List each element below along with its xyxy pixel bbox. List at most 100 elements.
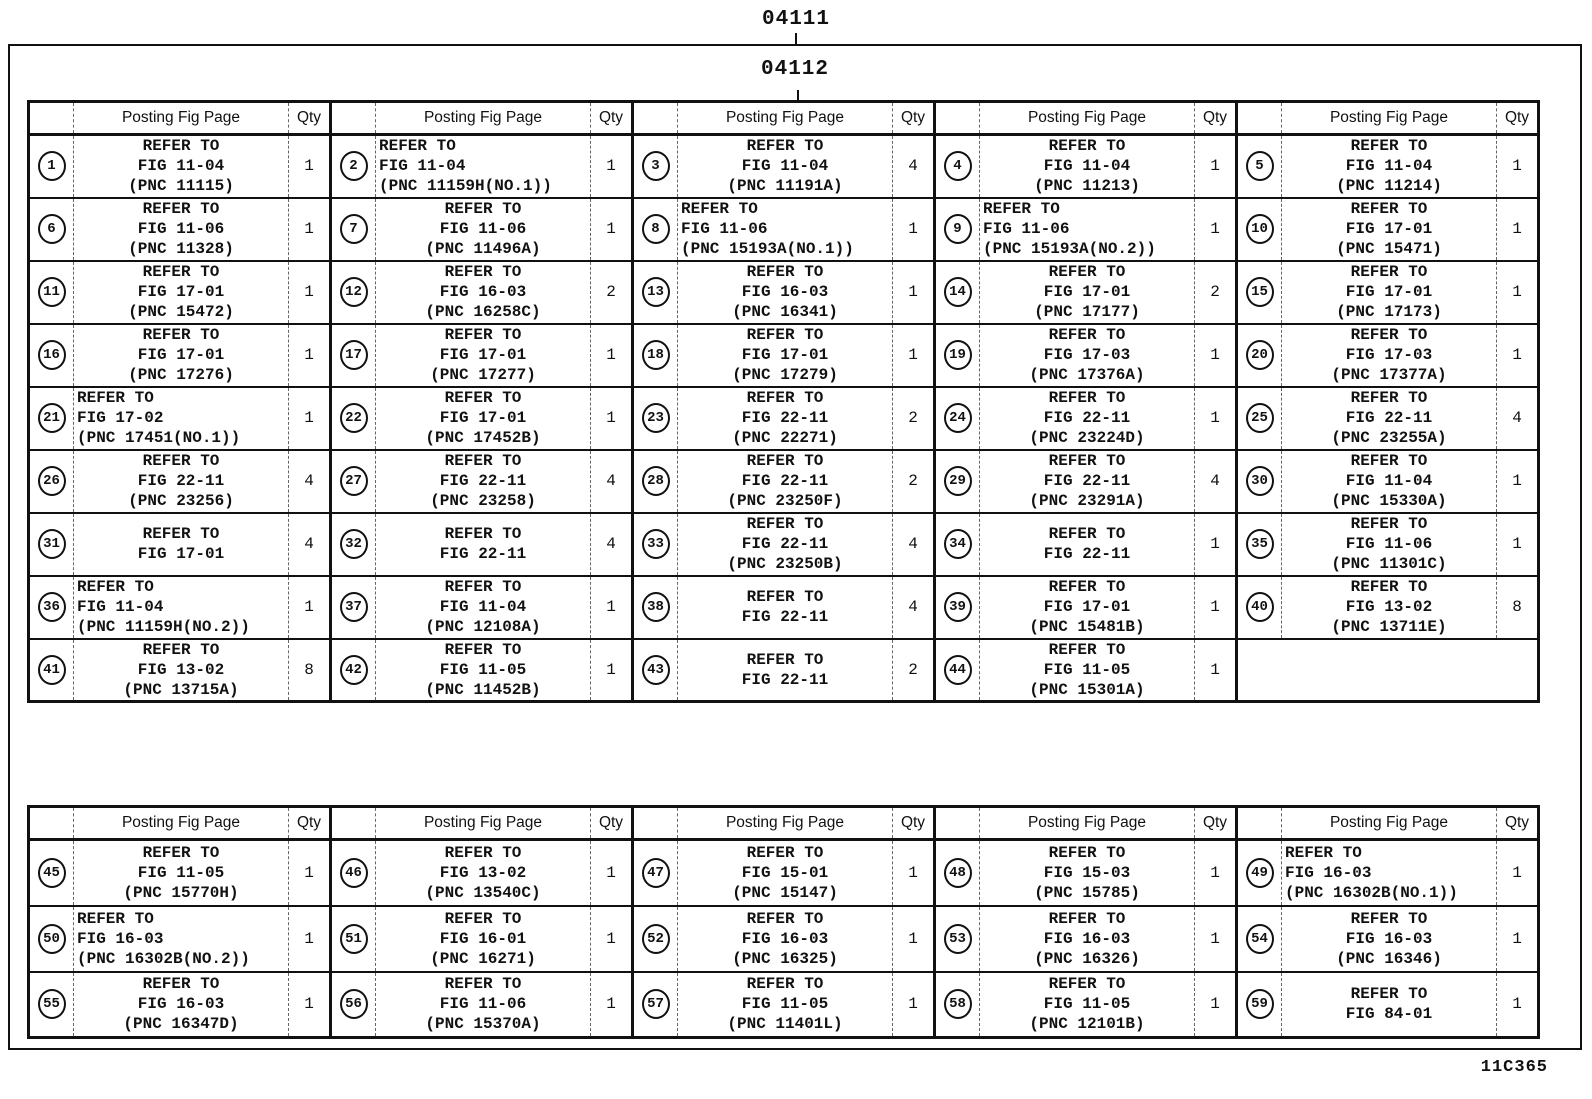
pnc-label: (PNC 17377A)	[1331, 366, 1447, 384]
fig-page-label: FIG 17-01	[1043, 598, 1131, 616]
refer-to-label: REFER TO	[77, 389, 154, 407]
item-number-cell: 16	[29, 324, 74, 387]
fig-ref-cell: REFER TO FIG 22-11	[375, 512, 591, 576]
fig-page-label: FIG 11-06	[137, 220, 225, 238]
fig-page-label: FIG 22-11	[439, 472, 527, 490]
item-number-badge: 6	[37, 214, 66, 244]
qty-cell: 1	[288, 971, 331, 1038]
item-number-cell: 11	[29, 261, 74, 324]
fig-page-label: FIG 11-04	[1345, 472, 1433, 490]
refer-to-label: REFER TO	[444, 452, 522, 470]
pnc-label: (PNC 15301A)	[1029, 680, 1145, 699]
fig-page-label: FIG 13-02	[137, 660, 225, 679]
pnc-label: (PNC 11328)	[128, 240, 234, 258]
item-number-cell: 17	[329, 323, 376, 387]
qty-cell: 1	[590, 575, 633, 639]
item-number-badge: 36	[37, 592, 66, 622]
item-number-cell: 22	[329, 386, 376, 450]
pnc-label: (PNC 17451(NO.1))	[77, 429, 241, 447]
fig-ref-cell: REFER TO FIG 22-11 (PNC 22271)	[677, 386, 893, 450]
qty-cell: 1	[1496, 839, 1539, 906]
fig-ref-cell: REFER TO FIG 11-04 (PNC 11159H(NO.1))	[375, 134, 591, 198]
qty-cell: 4	[1194, 449, 1237, 513]
item-number-cell: 41	[29, 639, 74, 702]
pnc-label: (PNC 16302B(NO.2))	[77, 949, 250, 968]
col-header-blank	[329, 101, 376, 135]
fig-page-label: FIG 17-01	[1345, 283, 1433, 301]
item-number-badge: 56	[339, 989, 368, 1020]
refer-to-label: REFER TO	[746, 843, 824, 862]
pnc-label: (PNC 23258)	[430, 492, 536, 510]
pnc-label: (PNC 13711E)	[1331, 618, 1447, 636]
fig-page-label: FIG 17-01	[137, 346, 225, 364]
refer-to-label: REFER TO	[379, 137, 456, 156]
qty-cell: 4	[892, 512, 935, 576]
col-header-posting-fig-page: Posting Fig Page	[375, 806, 591, 840]
col-header-posting-fig-page: Posting Fig Page	[979, 101, 1195, 135]
fig-page-label: FIG 15-03	[1043, 863, 1131, 882]
header-row: Posting Fig Page Qty Posting Fig Page Qty Po…	[28, 101, 1539, 135]
item-number-badge: 1	[37, 151, 66, 182]
item-number-cell: 40	[1235, 575, 1282, 639]
item-number-cell: 43	[631, 638, 678, 702]
fig-ref-cell	[1282, 639, 1497, 702]
pnc-label: (PNC 22271)	[732, 429, 838, 447]
pnc-label: (PNC 11214)	[1336, 177, 1442, 196]
item-number-cell: 49	[1235, 839, 1282, 906]
col-header-posting-fig-page: Posting Fig Page	[1281, 806, 1497, 840]
item-number-cell: 6	[29, 198, 74, 261]
item-number-cell: 4	[933, 134, 980, 198]
item-number-cell: 7	[329, 197, 376, 261]
fig-ref-cell: REFER TO FIG 16-03 (PNC 16346)	[1281, 905, 1497, 972]
item-number-badge: 19	[943, 340, 972, 370]
item-number-cell: 12	[329, 260, 376, 324]
qty-cell: 1	[1496, 323, 1539, 387]
qty-cell: 1	[590, 839, 633, 906]
refer-to-label: REFER TO	[444, 525, 522, 543]
item-number-badge: 21	[37, 403, 66, 433]
item-number-badge: 13	[641, 277, 670, 307]
item-number-badge: 40	[1245, 592, 1274, 622]
lower-parts-table-container: Posting Fig Page Qty Posting Fig Page Qty Po…	[27, 805, 1540, 1039]
table-row: 31 REFER TO FIG 17-01 4 32 REFER TO FIG 22-11 4…	[28, 512, 1539, 576]
item-number-badge: 55	[37, 989, 66, 1020]
refer-to-label: REFER TO	[1048, 137, 1126, 156]
col-header-qty: Qty	[1194, 806, 1237, 840]
item-number-cell	[1235, 638, 1282, 702]
pnc-label: (PNC 15471)	[1336, 240, 1442, 258]
qty-cell: 1	[892, 323, 935, 387]
item-number-badge: 15	[1245, 277, 1274, 307]
fig-page-label: FIG 22-11	[1043, 472, 1131, 490]
col-header-posting-fig-page: Posting Fig Page	[1281, 101, 1497, 135]
table-row: 55 REFER TO FIG 16-03 (PNC 16347D) 1 56 REFER …	[28, 971, 1539, 1038]
qty-cell: 1	[590, 638, 633, 702]
pnc-label: (PNC 15770H)	[123, 883, 239, 902]
item-number-cell: 26	[29, 450, 74, 513]
fig-ref-cell: REFER TO FIG 11-06 (PNC 15370A)	[375, 971, 591, 1038]
fig-ref-cell: REFER TO FIG 22-11	[677, 575, 893, 639]
col-header-blank	[631, 101, 678, 135]
item-number-cell: 1	[29, 135, 74, 198]
item-number-cell: 32	[329, 512, 376, 576]
item-number-cell: 24	[933, 386, 980, 450]
pnc-label: (PNC 13540C)	[425, 883, 541, 902]
pnc-label: (PNC 16347D)	[123, 1015, 239, 1034]
item-number-cell: 57	[631, 971, 678, 1038]
item-number-cell: 9	[933, 197, 980, 261]
fig-page-label: FIG 16-03	[741, 283, 829, 301]
item-number-badge: 58	[943, 989, 972, 1020]
item-number-badge: 9	[943, 214, 972, 244]
table-row: 16 REFER TO FIG 17-01 (PNC 17276) 1 17 REFER T…	[28, 323, 1539, 387]
item-number-cell: 59	[1235, 971, 1282, 1038]
qty-cell: 1	[590, 323, 633, 387]
item-number-cell: 37	[329, 575, 376, 639]
fig-page-label: FIG 16-01	[439, 929, 527, 948]
qty-cell: 4	[1496, 386, 1539, 450]
fig-page-label: FIG 22-11	[1043, 409, 1131, 427]
pnc-label: (PNC 16325)	[732, 949, 838, 968]
refer-to-label: REFER TO	[681, 200, 758, 218]
item-number-badge: 10	[1245, 214, 1274, 244]
fig-ref-cell: REFER TO FIG 22-11 (PNC 23256)	[73, 449, 289, 513]
item-number-cell: 15	[1235, 260, 1282, 324]
fig-ref-cell: REFER TO FIG 13-02 (PNC 13715A)	[73, 638, 289, 702]
